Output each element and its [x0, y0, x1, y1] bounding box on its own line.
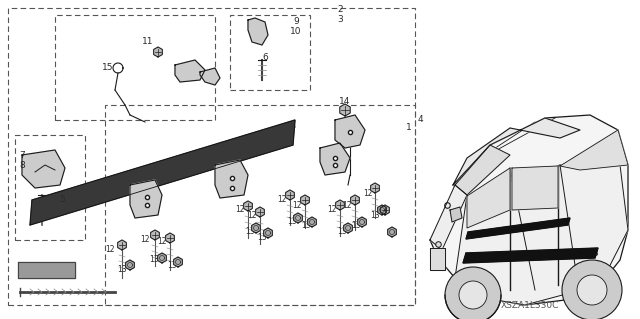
Polygon shape [215, 160, 248, 198]
Text: 12: 12 [364, 189, 372, 197]
Text: 13: 13 [370, 211, 380, 219]
Polygon shape [430, 185, 467, 250]
Polygon shape [430, 115, 628, 305]
Text: 10: 10 [291, 27, 301, 36]
Text: 9: 9 [293, 18, 299, 26]
Polygon shape [453, 118, 580, 185]
Text: 13: 13 [245, 227, 255, 236]
Polygon shape [175, 60, 205, 82]
Polygon shape [264, 228, 273, 238]
Polygon shape [335, 200, 344, 210]
Polygon shape [18, 262, 75, 278]
Polygon shape [378, 205, 387, 215]
Polygon shape [294, 213, 302, 223]
Polygon shape [320, 143, 350, 175]
Polygon shape [22, 150, 65, 188]
Polygon shape [358, 217, 366, 227]
Text: 2: 2 [337, 5, 343, 14]
Polygon shape [560, 130, 628, 170]
Polygon shape [200, 68, 220, 85]
Circle shape [459, 281, 487, 309]
Text: 13: 13 [351, 221, 361, 231]
Text: 7: 7 [19, 151, 25, 160]
Text: 13: 13 [287, 218, 297, 226]
Text: 13: 13 [337, 227, 347, 236]
Polygon shape [130, 180, 162, 218]
Polygon shape [157, 253, 166, 263]
Polygon shape [335, 115, 365, 148]
Polygon shape [467, 168, 510, 228]
Polygon shape [118, 240, 126, 250]
Text: 15: 15 [102, 63, 114, 72]
Polygon shape [463, 248, 598, 263]
Text: 1: 1 [406, 123, 412, 132]
Text: 5: 5 [59, 196, 65, 204]
Text: 12: 12 [247, 211, 257, 219]
Polygon shape [450, 207, 462, 222]
Polygon shape [455, 165, 628, 305]
Text: 3: 3 [592, 249, 598, 257]
Polygon shape [351, 195, 359, 205]
Text: 8: 8 [19, 160, 25, 169]
Text: 12: 12 [157, 238, 167, 247]
Polygon shape [388, 227, 396, 237]
Polygon shape [166, 233, 174, 243]
Text: 13: 13 [167, 261, 177, 270]
Polygon shape [340, 104, 350, 116]
Text: 14: 14 [339, 98, 351, 107]
Polygon shape [344, 223, 353, 233]
Polygon shape [154, 47, 163, 57]
Text: 12: 12 [277, 196, 287, 204]
Text: 13: 13 [257, 233, 267, 241]
Text: 6: 6 [262, 54, 268, 63]
Text: 12: 12 [292, 201, 301, 210]
Text: 13: 13 [117, 265, 127, 275]
Polygon shape [308, 217, 316, 227]
Text: 4: 4 [417, 115, 423, 124]
Circle shape [445, 267, 501, 319]
Bar [8, 8, 415, 305]
Text: 12: 12 [105, 246, 115, 255]
Text: 13: 13 [149, 256, 159, 264]
Polygon shape [512, 166, 558, 210]
Polygon shape [150, 230, 159, 240]
Text: 12: 12 [327, 205, 337, 214]
Polygon shape [381, 205, 389, 215]
Polygon shape [252, 223, 260, 233]
Polygon shape [248, 18, 268, 45]
Polygon shape [466, 218, 570, 239]
Polygon shape [301, 195, 309, 205]
Polygon shape [430, 248, 445, 270]
Text: 2: 2 [472, 218, 477, 226]
Text: 12: 12 [342, 202, 352, 211]
Polygon shape [30, 120, 295, 225]
Text: 3: 3 [337, 16, 343, 25]
Text: 13: 13 [301, 221, 311, 231]
Bar [15, 135, 85, 240]
Bar [230, 15, 310, 90]
Bar [55, 15, 215, 120]
Circle shape [562, 260, 622, 319]
Polygon shape [285, 190, 294, 200]
Text: 12: 12 [140, 235, 150, 244]
Circle shape [577, 275, 607, 305]
Text: 12: 12 [236, 205, 244, 214]
Text: XSZA1L330C: XSZA1L330C [501, 300, 559, 309]
Bar [105, 105, 415, 305]
Polygon shape [244, 201, 252, 211]
Text: 11: 11 [142, 38, 154, 47]
Polygon shape [173, 257, 182, 267]
Polygon shape [455, 145, 510, 195]
Polygon shape [371, 183, 380, 193]
Polygon shape [255, 207, 264, 217]
Polygon shape [125, 260, 134, 270]
